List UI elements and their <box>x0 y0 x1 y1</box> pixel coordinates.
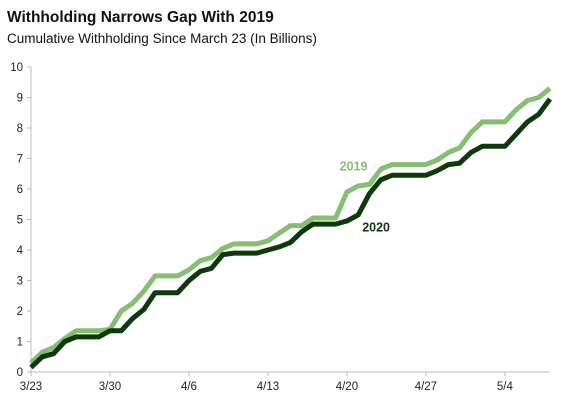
x-tick-label: 5/4 <box>497 381 514 393</box>
series-group: 2019 2020 <box>29 86 553 370</box>
y-tick-label: 4 <box>17 245 24 257</box>
y-tick-label: 7 <box>17 154 23 166</box>
x-tick-label: 4/27 <box>415 381 437 393</box>
series-label-2020: 2020 <box>362 221 390 235</box>
y-tick-label: 1 <box>17 337 23 349</box>
x-tick-label: 3/30 <box>99 381 121 393</box>
x-tick-label: 4/20 <box>336 381 358 393</box>
x-tick-label: 4/13 <box>257 381 279 393</box>
y-tick-label: 3 <box>17 276 23 288</box>
y-tick-label: 6 <box>17 184 23 196</box>
chart-subtitle: Cumulative Withholding Since March 23 (I… <box>7 31 317 46</box>
y-tick-label: 2 <box>17 306 23 318</box>
series-line-2020 <box>29 97 553 370</box>
y-tick-label: 5 <box>17 215 23 227</box>
y-tick-label: 8 <box>17 123 23 135</box>
x-tick-label: 3/23 <box>20 381 42 393</box>
axes-group: 0 1 2 3 4 5 6 7 8 9 10 3/23 3/30 4/6 4/13 4/20 4/27 5/4 <box>10 62 550 393</box>
y-tick-label: 10 <box>10 62 23 74</box>
series-label-2019: 2019 <box>340 160 368 174</box>
x-tick-label: 4/6 <box>181 381 197 393</box>
y-tick-label: 9 <box>17 93 23 105</box>
y-tick-label: 0 <box>17 367 23 379</box>
chart-title: Withholding Narrows Gap With 2019 <box>7 9 274 26</box>
series-line-2019 <box>29 86 552 365</box>
